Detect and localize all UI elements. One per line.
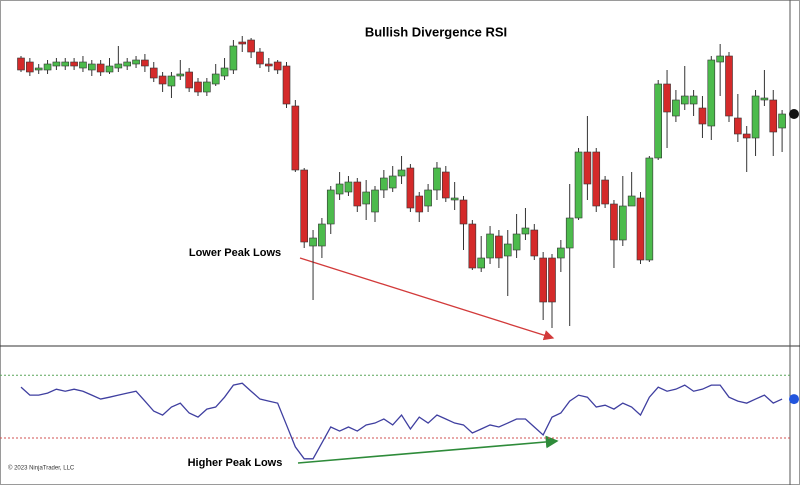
candle-body (495, 235, 503, 259)
candle-body (362, 191, 370, 205)
candle-body (149, 67, 158, 79)
candle-body (43, 63, 52, 71)
candle-body (105, 65, 114, 73)
candle-body (574, 151, 583, 219)
candle-body (486, 233, 494, 259)
candle-body (34, 67, 43, 71)
candle-body (618, 205, 627, 241)
candle-body (167, 75, 176, 87)
candle-body (610, 203, 618, 241)
candle-body (17, 57, 25, 71)
candle-body (123, 61, 131, 67)
candle-body (521, 227, 530, 235)
candle-body (220, 67, 229, 77)
candle-body (698, 107, 707, 125)
candle-body (291, 105, 300, 171)
candle-body (264, 63, 273, 67)
chart-title: Bullish Divergence RSI (365, 24, 507, 39)
candle-body (751, 95, 760, 139)
candle-body (557, 247, 565, 259)
candle-body (645, 157, 654, 261)
candle-body (468, 223, 477, 269)
candle-body (663, 83, 671, 113)
candle-body (477, 257, 486, 269)
candle-body (247, 39, 255, 53)
candle-body (238, 41, 247, 45)
candle-body (203, 81, 211, 93)
candle-body (282, 65, 291, 105)
candle-body (725, 55, 733, 117)
candle-body (132, 59, 140, 65)
candle-body (211, 73, 220, 85)
candle-body (300, 169, 309, 243)
candle-body (512, 233, 521, 251)
candle-body (61, 61, 70, 67)
candle-body (592, 151, 601, 207)
candle-body (388, 175, 397, 189)
candle-body (433, 167, 441, 191)
candle-body (424, 189, 432, 207)
candle-body (79, 61, 87, 69)
candle-body (672, 99, 680, 117)
candle-body (380, 177, 388, 191)
candle-body (141, 59, 149, 67)
candle-body (760, 97, 769, 101)
candle-body (371, 189, 379, 213)
candle-body (769, 99, 778, 133)
candle-body (583, 151, 592, 185)
candle-body (114, 63, 123, 69)
candle-body (459, 199, 468, 225)
last-price-marker (789, 109, 799, 119)
candle-body (318, 223, 326, 247)
candle-body (601, 179, 609, 205)
candle-body (326, 189, 335, 225)
last-value-marker (789, 394, 799, 405)
candle-body (309, 237, 317, 247)
arrow-higher-lows (297, 435, 559, 464)
copyright: © 2023 NinjaTrader, LLC (8, 465, 75, 472)
candle-body (548, 257, 556, 303)
rsi-line (20, 382, 783, 460)
candle-body (70, 61, 78, 67)
candle-body (627, 195, 636, 207)
candle-body (689, 95, 698, 105)
candle-body (636, 197, 645, 261)
candle-body (229, 45, 238, 71)
candle-body (530, 229, 539, 257)
candle-body (176, 73, 185, 77)
candle-body (158, 75, 167, 85)
candle-body (565, 217, 574, 249)
candle-body (344, 181, 353, 193)
candle-body (52, 61, 61, 67)
annotation: Lower Peak Lows (189, 247, 281, 259)
candle-body (654, 83, 663, 159)
candle-body (406, 167, 415, 209)
candle-body (707, 59, 716, 127)
candle-body (185, 71, 193, 89)
candle-body (778, 113, 786, 129)
candle-body (539, 257, 547, 303)
candle-body (415, 195, 424, 213)
candle-body (450, 197, 459, 201)
candle-body (397, 169, 406, 177)
annotation: Higher Peak Lows (188, 457, 283, 469)
candle-body (273, 61, 282, 71)
candle-body (503, 243, 512, 257)
candle-body (680, 95, 689, 105)
candle-body (335, 183, 344, 195)
candle-body (96, 63, 105, 73)
candle-body (353, 181, 362, 207)
candle-body (734, 117, 742, 135)
arrow-lower-lows (299, 257, 555, 341)
candle-body (194, 81, 202, 93)
candle-body (441, 171, 450, 199)
candle-body (256, 51, 264, 65)
candle-body (26, 61, 34, 73)
candle-body (88, 63, 96, 71)
candle-body (742, 133, 751, 139)
candle-body (716, 55, 724, 63)
